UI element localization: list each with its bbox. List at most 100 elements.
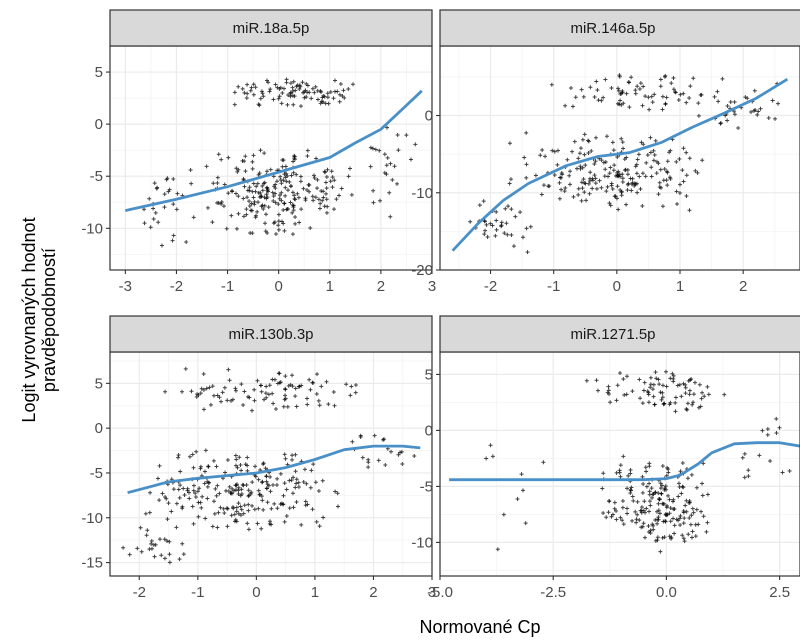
data-point: [175, 191, 180, 196]
x-tick-label: -1: [191, 584, 204, 601]
data-point: [680, 484, 685, 489]
data-point: [599, 185, 604, 190]
data-point: [147, 510, 152, 515]
data-point: [547, 184, 552, 189]
data-point: [668, 505, 673, 510]
data-point: [649, 174, 654, 179]
data-point: [586, 181, 591, 186]
data-point: [647, 492, 652, 497]
data-point: [599, 98, 604, 103]
data-point: [596, 98, 601, 103]
data-point: [287, 506, 292, 511]
data-point: [701, 461, 706, 466]
fit-line: [449, 441, 800, 482]
data-point: [770, 98, 775, 103]
data-point: [308, 485, 313, 490]
data-point: [340, 93, 345, 98]
data-point: [647, 489, 652, 494]
data-point: [262, 180, 267, 185]
data-point: [268, 489, 273, 494]
data-point: [305, 502, 310, 507]
data-point: [215, 483, 220, 488]
panel-background: [110, 352, 432, 576]
data-point: [523, 521, 528, 526]
data-point: [601, 95, 606, 100]
data-point: [658, 167, 663, 172]
data-point: [592, 162, 597, 167]
data-point: [264, 384, 269, 389]
data-point: [653, 538, 658, 543]
data-point: [621, 377, 626, 382]
data-point: [279, 181, 284, 186]
data-point: [337, 99, 342, 104]
data-point: [263, 229, 268, 234]
data-point: [646, 400, 651, 405]
data-point: [673, 90, 678, 95]
data-point: [244, 96, 249, 101]
data-point: [348, 166, 353, 171]
data-point: [348, 393, 353, 398]
data-point: [576, 192, 581, 197]
data-point: [298, 84, 303, 89]
data-point: [515, 497, 520, 502]
data-point: [635, 157, 640, 162]
data-point: [757, 453, 762, 458]
data-point: [310, 86, 315, 91]
data-point: [176, 455, 181, 460]
data-point: [160, 491, 165, 496]
data-point: [217, 395, 222, 400]
data-point: [280, 158, 285, 163]
data-point: [265, 185, 270, 190]
data-point: [640, 103, 645, 108]
data-point: [612, 500, 617, 505]
data-point: [234, 166, 239, 171]
data-point: [293, 386, 298, 391]
data-point: [286, 188, 291, 193]
data-point: [611, 168, 616, 173]
data-point: [238, 513, 243, 518]
data-point: [395, 133, 400, 138]
data-point: [144, 533, 149, 538]
data-point: [258, 148, 263, 153]
data-point: [250, 189, 255, 194]
panel-3: miR.130b.3p-15-10-505-2 -1 0 1 2 3: [81, 315, 436, 601]
data-point: [267, 521, 272, 526]
data-point: [385, 125, 390, 130]
data-point: [223, 488, 228, 493]
data-point: [373, 147, 378, 152]
data-point: [528, 224, 533, 229]
data-point: [756, 109, 761, 114]
data-point: [317, 524, 322, 529]
data-point: [320, 95, 325, 100]
data-point: [659, 483, 664, 488]
data-point: [611, 148, 616, 153]
data-point: [290, 190, 295, 195]
data-point: [582, 152, 587, 157]
data-point: [742, 475, 747, 480]
data-point: [311, 173, 316, 178]
x-tick-label: 2: [739, 278, 747, 295]
data-point: [671, 87, 676, 92]
data-point: [216, 510, 221, 515]
data-point: [685, 401, 690, 406]
data-point: [366, 465, 371, 470]
data-point: [696, 101, 701, 106]
data-point: [243, 154, 248, 159]
data-point: [151, 217, 156, 222]
data-point: [630, 389, 635, 394]
strip-background: [109, 9, 433, 47]
data-point: [624, 374, 629, 379]
data-point: [746, 468, 751, 473]
data-point: [671, 379, 676, 384]
data-point: [266, 392, 271, 397]
data-point: [213, 486, 218, 491]
y-tick-label: 5: [95, 375, 103, 392]
data-point: [652, 92, 657, 97]
data-point: [654, 376, 659, 381]
data-point: [609, 514, 614, 519]
data-point: [557, 196, 562, 201]
data-point: [321, 100, 326, 105]
y-tick-label: -10: [411, 185, 433, 202]
points: [121, 366, 417, 565]
data-point: [221, 204, 226, 209]
